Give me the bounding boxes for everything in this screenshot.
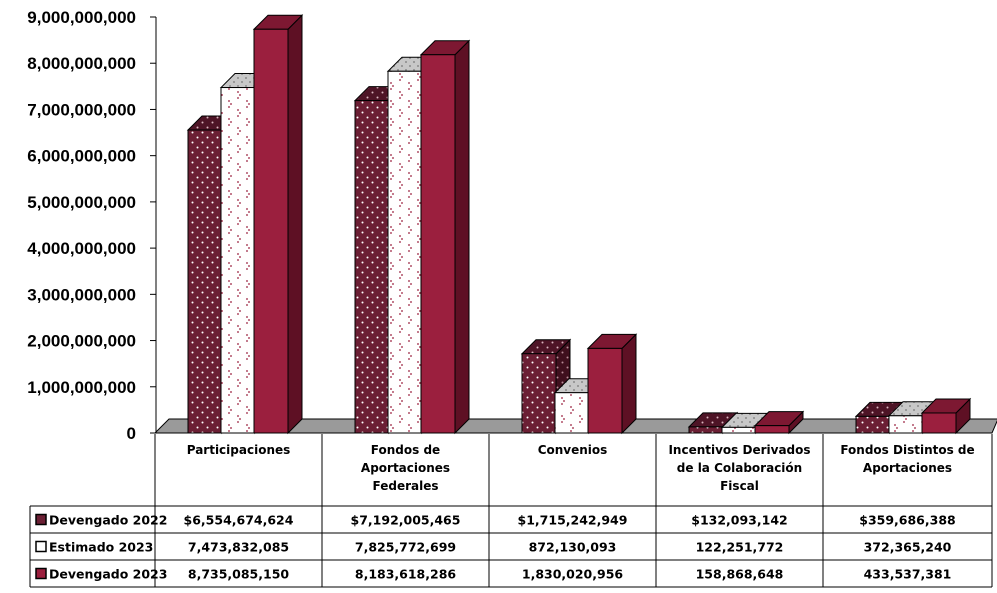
bar-front xyxy=(554,392,590,434)
table-cell-value: $6,554,674,624 xyxy=(184,513,294,528)
y-tick-label: 0 xyxy=(127,424,136,443)
bar xyxy=(753,410,805,435)
table-cell-value: 372,365,240 xyxy=(864,540,952,555)
table-cell-value: 872,130,093 xyxy=(529,540,617,555)
bars-layer xyxy=(186,14,972,435)
category-label: Convenios xyxy=(538,443,608,457)
bar-front xyxy=(420,54,456,434)
data-table: Participaciones Fondos de Aportaciones Fede… xyxy=(29,434,993,588)
bar-front xyxy=(387,70,423,434)
table-cell-value: 158,868,648 xyxy=(696,567,784,582)
bar-front xyxy=(721,426,757,434)
bar-front xyxy=(587,347,623,434)
legend-label: Devengado 2022 xyxy=(49,513,167,528)
category-label-line: Participaciones xyxy=(187,443,291,457)
category-label-line: Aportaciones xyxy=(361,461,450,475)
y-tick-label: 5,000,000,000 xyxy=(27,193,136,212)
bar-front xyxy=(754,425,790,434)
category-label-line: Aportaciones xyxy=(863,461,952,475)
category-label-line: Fondos Distintos de xyxy=(840,443,974,457)
y-tick-label: 3,000,000,000 xyxy=(27,285,136,304)
bar xyxy=(920,397,972,435)
bar-front xyxy=(855,415,891,434)
table-cell-value: 8,735,085,150 xyxy=(188,567,290,582)
category-label-line: Fondos de xyxy=(371,443,440,457)
table-cell-value: 122,251,772 xyxy=(696,540,784,555)
category-label-line: Fiscal xyxy=(720,479,759,493)
category-label-line: Incentivos Derivados xyxy=(668,443,810,457)
bar-front xyxy=(921,412,957,434)
legend-key xyxy=(35,513,47,526)
table-cell-value: 433,537,381 xyxy=(864,567,952,582)
category-label: Fondos de Aportaciones Federales xyxy=(361,443,450,493)
category-label: Fondos Distintos de Aportaciones xyxy=(840,443,974,475)
legend-label: Devengado 2023 xyxy=(49,567,167,582)
bar-front xyxy=(888,415,924,434)
table-cell-value: $7,192,005,465 xyxy=(351,513,461,528)
legend-label: Estimado 2023 xyxy=(49,540,153,555)
y-tick-label: 7,000,000,000 xyxy=(27,100,136,119)
bar-side xyxy=(621,333,637,435)
bar-side xyxy=(287,14,303,435)
bar-front xyxy=(220,87,256,434)
bar xyxy=(252,14,304,435)
category-label: Incentivos Derivados de la Colaboración Fi… xyxy=(668,443,810,493)
bar-front xyxy=(354,100,390,434)
bar-front xyxy=(521,353,557,434)
table-cell-value: 7,825,772,699 xyxy=(355,540,456,555)
table-cell-value: 8,183,618,286 xyxy=(355,567,457,582)
y-tick-label: 9,000,000,000 xyxy=(27,8,136,27)
bar xyxy=(586,333,638,435)
y-tick-label: 4,000,000,000 xyxy=(27,239,136,258)
bar-front xyxy=(187,129,223,434)
category-label-line: de la Colaboración xyxy=(677,461,802,475)
bar xyxy=(419,39,471,435)
category-label-line: Convenios xyxy=(538,443,608,457)
table-cell-value: 1,830,020,956 xyxy=(522,567,624,582)
category-label: Participaciones xyxy=(187,443,291,457)
table-cell-value: $132,093,142 xyxy=(691,513,787,528)
table-cell-value: $1,715,242,949 xyxy=(518,513,628,528)
y-axis: 0 1,000,000,000 2,000,000,000 3,000,000,000… xyxy=(27,8,157,443)
legend-key xyxy=(35,540,47,553)
bar-front xyxy=(253,28,289,434)
bar-front xyxy=(688,426,724,434)
y-tick-label: 1,000,000,000 xyxy=(27,378,136,397)
y-tick-label: 8,000,000,000 xyxy=(27,54,136,73)
table-cell-value: 7,473,832,085 xyxy=(188,540,289,555)
y-tick-label: 2,000,000,000 xyxy=(27,332,136,351)
bar-side xyxy=(454,39,470,435)
legend-key xyxy=(35,567,47,580)
y-tick-label: 6,000,000,000 xyxy=(27,147,136,166)
category-label-line: Federales xyxy=(373,479,439,493)
table-cell-value: $359,686,388 xyxy=(859,513,955,528)
